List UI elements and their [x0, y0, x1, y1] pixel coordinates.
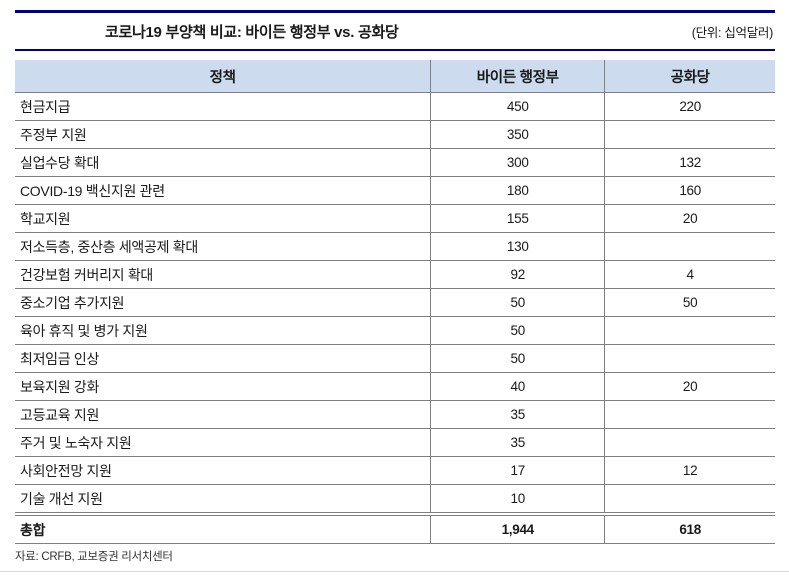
- gop-value-cell: 20: [604, 204, 775, 233]
- gop-value-cell: 20: [604, 372, 775, 401]
- biden-value-cell: 300: [430, 148, 605, 177]
- table-row: 저소득층, 중산층 세액공제 확대 130: [15, 232, 775, 261]
- column-header-policy: 정책: [15, 60, 431, 93]
- gop-value-cell: 4: [604, 260, 775, 289]
- gop-value-cell: [604, 232, 775, 261]
- unit-label: (단위: 십억달러): [691, 26, 774, 40]
- policy-cell: 총합: [15, 512, 431, 544]
- biden-value-cell: 450: [430, 92, 605, 121]
- gop-value-cell: [604, 400, 775, 429]
- biden-value-cell: 40: [430, 372, 605, 401]
- policy-cell: 기술 개선 지원: [15, 484, 431, 515]
- policy-cell: 주거 및 노숙자 지원: [15, 428, 431, 457]
- policy-cell: 고등교육 지원: [15, 400, 431, 429]
- policy-cell: COVID-19 백신지원 관련: [15, 176, 431, 205]
- policy-cell: 보육지원 강화: [15, 372, 431, 401]
- table-row: 중소기업 추가지원 50 50: [15, 288, 775, 317]
- table-row: 주거 및 노숙자 지원 35: [15, 428, 775, 457]
- table-row: 실업수당 확대 300 132: [15, 148, 775, 177]
- column-header-gop: 공화당: [604, 60, 775, 93]
- gop-value-cell: 220: [604, 92, 775, 121]
- biden-value-cell: 130: [430, 232, 605, 261]
- table-row: 사회안전망 지원 17 12: [15, 456, 775, 485]
- gop-value-cell: [604, 120, 775, 149]
- gop-value-cell: 50: [604, 288, 775, 317]
- total-row: 총합 1,944 618: [15, 512, 775, 544]
- biden-value-cell: 35: [430, 400, 605, 429]
- gop-value-cell: 160: [604, 176, 775, 205]
- table-row: 육아 휴직 및 병가 지원 50: [15, 316, 775, 345]
- table-row: 고등교육 지원 35: [15, 400, 775, 429]
- policy-cell: 실업수당 확대: [15, 148, 431, 177]
- source-note: 자료: CRFB, 교보증권 리서치센터: [15, 551, 173, 563]
- biden-value-cell: 35: [430, 428, 605, 457]
- table-row: COVID-19 백신지원 관련 180 160: [15, 176, 775, 205]
- column-header-biden: 바이든 행정부: [430, 60, 605, 93]
- table-row: 건강보험 커버리지 확대 92 4: [15, 260, 775, 289]
- biden-value-cell: 92: [430, 260, 605, 289]
- stimulus-comparison-table: 정책 바이든 행정부 공화당 현금지급 450 220 주정부 지원 350 실업수당 확…: [15, 60, 775, 544]
- biden-value-cell: 50: [430, 344, 605, 373]
- table-row: 최저임금 인상 50: [15, 344, 775, 373]
- gop-value-cell: [604, 316, 775, 345]
- policy-cell: 사회안전망 지원: [15, 456, 431, 485]
- table-row: 기술 개선 지원 10: [15, 484, 775, 515]
- biden-value-cell: 10: [430, 484, 605, 515]
- policy-cell: 학교지원: [15, 204, 431, 233]
- page-bottom-divider: [0, 571, 789, 572]
- table-row: 주정부 지원 350: [15, 120, 775, 149]
- title-bar: 코로나19 부양책 비교: 바이든 행정부 vs. 공화당 (단위: 십억달러): [15, 10, 775, 51]
- gop-value-cell: 12: [604, 456, 775, 485]
- policy-cell: 주정부 지원: [15, 120, 431, 149]
- biden-value-cell: 180: [430, 176, 605, 205]
- biden-value-cell: 17: [430, 456, 605, 485]
- biden-value-cell: 50: [430, 288, 605, 317]
- table-row: 보육지원 강화 40 20: [15, 372, 775, 401]
- gop-value-cell: 618: [604, 512, 775, 544]
- policy-cell: 건강보험 커버리지 확대: [15, 260, 431, 289]
- biden-value-cell: 155: [430, 204, 605, 233]
- table-row: 학교지원 155 20: [15, 204, 775, 233]
- gop-value-cell: [604, 484, 775, 515]
- gop-value-cell: [604, 428, 775, 457]
- report-table-figure: 코로나19 부양책 비교: 바이든 행정부 vs. 공화당 (단위: 십억달러)…: [15, 10, 775, 564]
- policy-cell: 현금지급: [15, 92, 431, 121]
- policy-cell: 최저임금 인상: [15, 344, 431, 373]
- policy-cell: 저소득층, 중산층 세액공제 확대: [15, 232, 431, 261]
- biden-value-cell: 50: [430, 316, 605, 345]
- biden-value-cell: 1,944: [430, 512, 605, 544]
- table-title: 코로나19 부양책 비교: 바이든 행정부 vs. 공화당: [105, 24, 399, 41]
- header-row: 정책 바이든 행정부 공화당: [15, 60, 775, 93]
- gop-value-cell: 132: [604, 148, 775, 177]
- policy-cell: 중소기업 추가지원: [15, 288, 431, 317]
- table-row: 현금지급 450 220: [15, 92, 775, 121]
- biden-value-cell: 350: [430, 120, 605, 149]
- gop-value-cell: [604, 344, 775, 373]
- policy-cell: 육아 휴직 및 병가 지원: [15, 316, 431, 345]
